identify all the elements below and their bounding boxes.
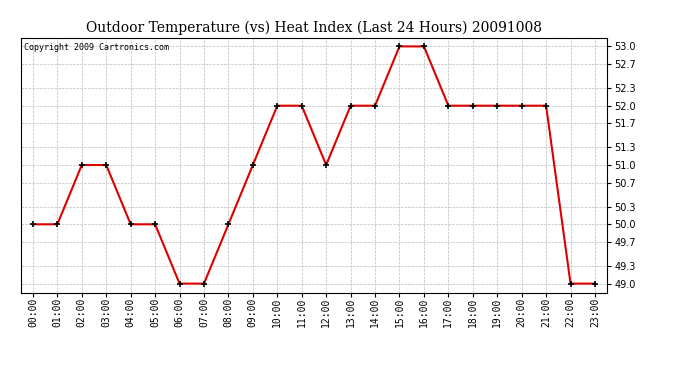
Title: Outdoor Temperature (vs) Heat Index (Last 24 Hours) 20091008: Outdoor Temperature (vs) Heat Index (Las…: [86, 21, 542, 35]
Text: Copyright 2009 Cartronics.com: Copyright 2009 Cartronics.com: [23, 43, 168, 52]
